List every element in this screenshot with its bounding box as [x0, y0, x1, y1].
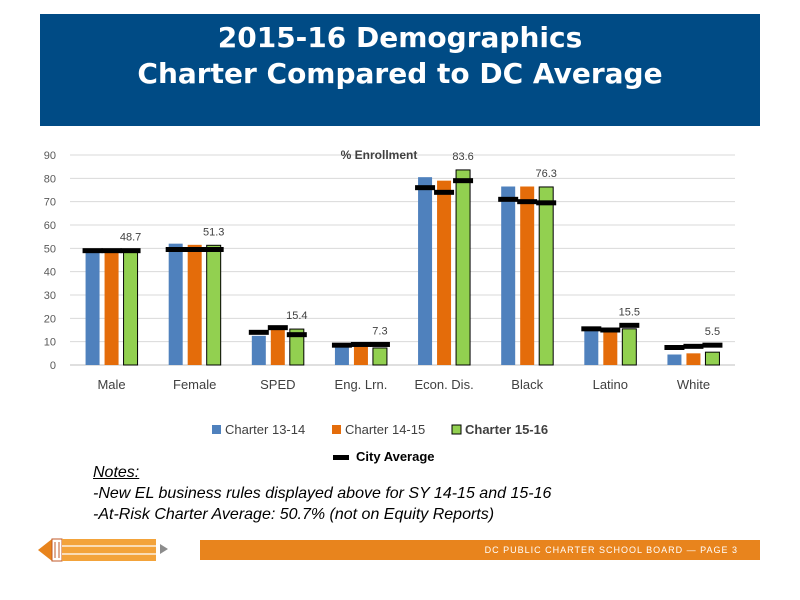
notes-heading: Notes:	[93, 464, 140, 481]
y-tick-label: 0	[50, 360, 56, 372]
x-tick-label: Latino	[593, 377, 628, 392]
y-tick-label: 70	[44, 197, 56, 209]
notes-line-1: -New EL business rules displayed above f…	[93, 485, 552, 502]
city-average-marker	[248, 329, 269, 335]
x-tick-label: Eng. Lrn.	[335, 377, 388, 392]
data-label: 15.5	[619, 306, 640, 318]
city-average-marker	[267, 325, 288, 331]
legend-swatch	[212, 425, 221, 434]
data-label: 83.6	[452, 151, 473, 163]
city-average-marker	[453, 178, 474, 184]
bar	[123, 250, 139, 366]
x-tick-label: Female	[173, 377, 216, 392]
bar	[520, 186, 535, 365]
city-average-marker	[600, 327, 621, 333]
bar	[372, 347, 388, 366]
city-average-marker	[619, 322, 640, 328]
city-average-marker	[203, 247, 224, 252]
city-average-marker	[536, 200, 557, 206]
data-label: 76.3	[535, 168, 556, 180]
city-average-marker	[331, 342, 352, 348]
y-tick-label: 20	[44, 313, 56, 325]
x-tick-label: Black	[511, 377, 543, 392]
bar	[353, 344, 368, 365]
city-average-marker	[415, 185, 436, 191]
bar	[538, 186, 554, 366]
city-average-marker	[683, 343, 704, 349]
legend-label: Charter 14-15	[345, 422, 425, 437]
y-tick-label: 90	[44, 150, 56, 162]
data-label: 15.4	[286, 310, 307, 322]
city-average-marker	[581, 326, 602, 332]
bar	[584, 327, 599, 365]
legend-label: City Average	[356, 449, 435, 464]
legend-swatch	[451, 424, 462, 435]
city-average-marker	[369, 341, 390, 347]
data-label: 5.5	[705, 326, 720, 338]
title-banner: 2015-16 Demographics Charter Compared to…	[40, 14, 760, 126]
bar	[686, 353, 701, 365]
legend-label: Charter 15-16	[465, 422, 548, 437]
y-tick-label: 60	[44, 220, 56, 232]
city-average-marker	[350, 341, 371, 347]
city-average-marker	[101, 248, 122, 254]
bar	[501, 186, 516, 365]
notes-block: Notes: -New EL business rules displayed …	[93, 462, 551, 525]
bar	[621, 328, 637, 366]
bar	[187, 244, 202, 365]
city-average-marker	[702, 342, 723, 348]
bar	[667, 354, 682, 365]
city-average-marker	[517, 199, 538, 205]
bar	[251, 335, 266, 365]
bar	[85, 253, 100, 365]
city-average-marker	[165, 247, 186, 252]
footer-bar: DC PUBLIC CHARTER SCHOOL BOARD — PAGE 3	[200, 540, 760, 560]
bar	[104, 251, 119, 365]
city-average-marker	[286, 332, 307, 338]
y-tick-label: 40	[44, 267, 56, 279]
enrollment-chart: 0 10 20 30 40 50 60 70 80 90 % Enrollment 48.7 Male 5…	[44, 148, 735, 464]
data-label: 7.3	[372, 325, 387, 337]
city-average-marker	[498, 196, 519, 202]
city-average-marker	[82, 248, 103, 254]
city-average-marker	[120, 248, 141, 254]
bar	[437, 180, 452, 365]
bar	[603, 328, 618, 365]
city-average-marker	[184, 247, 205, 252]
bar	[704, 351, 720, 366]
chart-title: % Enrollment	[341, 148, 418, 162]
x-tick-label: Male	[97, 377, 125, 392]
city-average-marker	[664, 345, 685, 350]
y-tick-label: 80	[44, 173, 56, 185]
legend-label: Charter 13-14	[225, 422, 305, 437]
footer-text: DC PUBLIC CHARTER SCHOOL BOARD — PAGE 3	[484, 545, 738, 555]
pencil-icon	[38, 538, 156, 562]
x-tick-label: SPED	[260, 377, 295, 392]
bar	[270, 328, 285, 365]
data-label: 51.3	[203, 226, 224, 238]
bar	[334, 346, 349, 365]
y-tick-label: 50	[44, 243, 56, 255]
legend-swatch	[333, 455, 349, 460]
x-tick-label: Econ. Dis.	[414, 377, 473, 392]
footer: DC PUBLIC CHARTER SCHOOL BOARD — PAGE 3	[0, 530, 800, 570]
slide-title-line-1: 2015-16 Demographics	[217, 21, 583, 54]
y-tick-label: 30	[44, 290, 56, 302]
legend-swatch	[332, 425, 341, 434]
city-average-marker	[434, 189, 455, 195]
y-tick-label: 10	[44, 337, 56, 349]
bar	[168, 243, 183, 365]
slide-title-line-2: Charter Compared to DC Average	[137, 57, 663, 90]
bar	[418, 177, 433, 365]
bar	[455, 169, 471, 366]
x-tick-label: White	[677, 377, 710, 392]
bar	[289, 328, 305, 366]
bar	[206, 244, 222, 366]
notes-line-2: -At-Risk Charter Average: 50.7% (not on …	[93, 506, 495, 523]
data-label: 48.7	[120, 232, 141, 244]
arrow-icon	[160, 544, 168, 554]
